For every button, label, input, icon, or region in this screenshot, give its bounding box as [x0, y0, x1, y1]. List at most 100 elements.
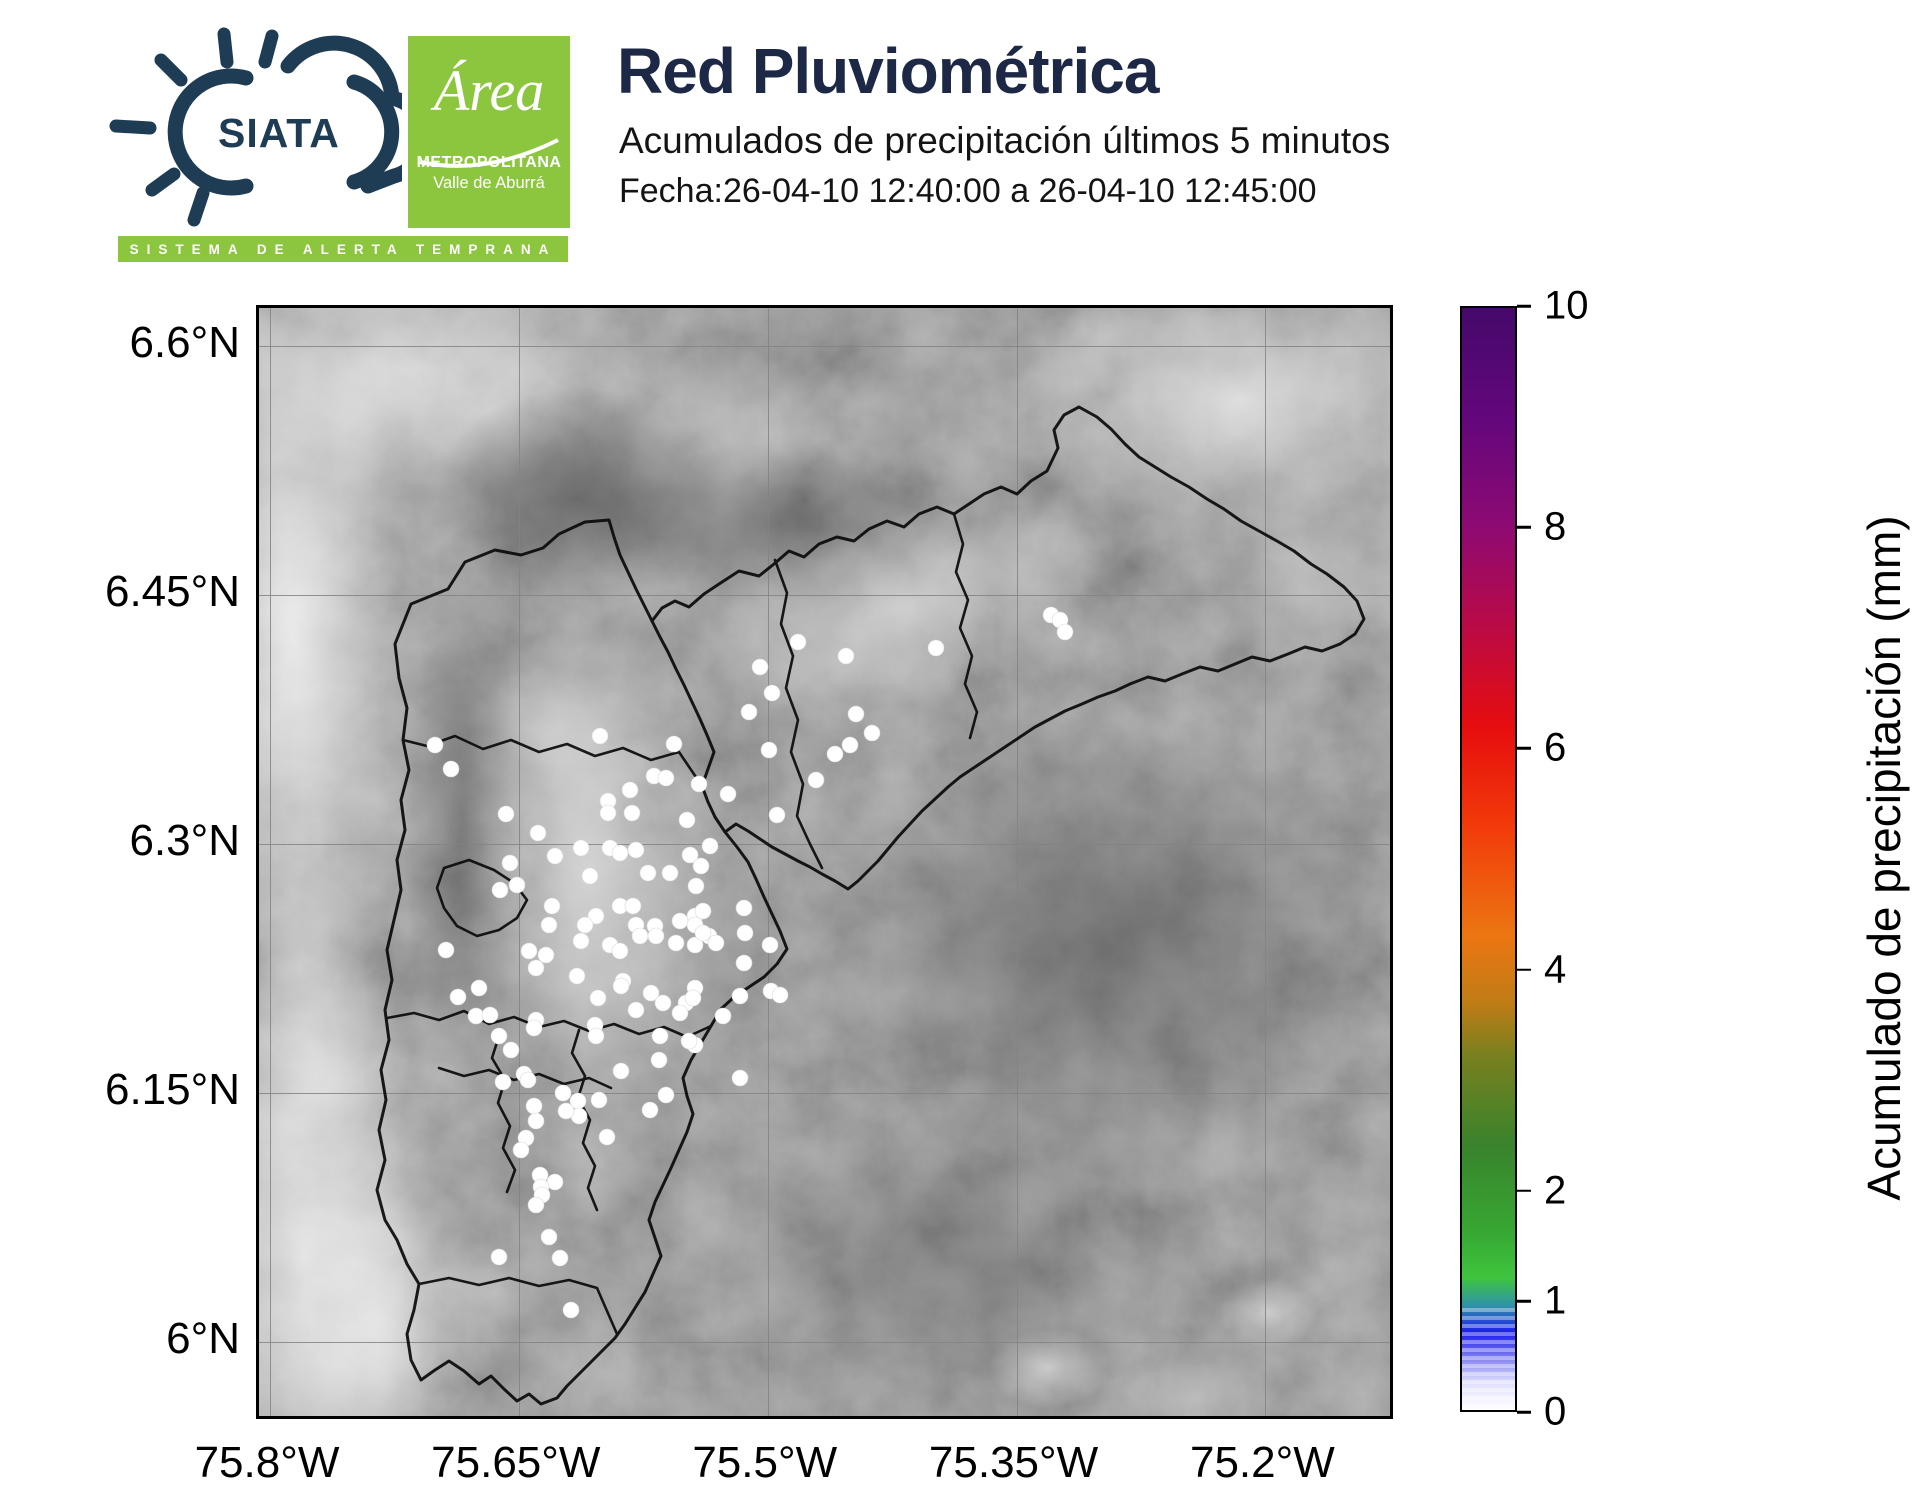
gridline-vertical	[1265, 308, 1267, 1416]
y-tick-label: 6.15°N	[104, 1064, 240, 1114]
station-dot	[641, 1101, 659, 1119]
station-dot	[508, 876, 526, 894]
station-dot	[554, 1084, 572, 1102]
station-dot	[529, 824, 547, 842]
station-dot	[686, 936, 704, 954]
gridline-horizontal	[259, 1341, 1390, 1343]
x-tick-label: 75.35°W	[928, 1438, 1099, 1487]
station-dot	[927, 639, 945, 657]
y-tick-label: 6.3°N	[129, 815, 240, 865]
station-dot	[719, 785, 737, 803]
station-dot	[667, 934, 685, 952]
colorbar-tick-label: 1	[1544, 1278, 1567, 1323]
colorbar-tick-mark	[1517, 304, 1531, 308]
station-dot	[519, 1071, 537, 1089]
colorbar-tick-mark	[1517, 1410, 1531, 1414]
station-dot	[490, 1027, 508, 1045]
map-canvas	[256, 305, 1393, 1419]
colorbar-tick-label: 6	[1544, 725, 1567, 770]
gridline-vertical	[518, 308, 520, 1416]
station-dot	[527, 959, 545, 977]
station-dot	[841, 736, 859, 754]
station-dot	[587, 1027, 605, 1045]
municipality-boundaries	[375, 405, 1366, 1406]
siata-logo: SIATA	[109, 27, 402, 227]
station-dot	[623, 804, 641, 822]
station-dot	[694, 924, 712, 942]
station-dot	[684, 989, 702, 1007]
station-dot	[826, 745, 844, 763]
station-dot	[680, 1032, 698, 1050]
area-logo-line2: Valle de Aburrá	[433, 174, 545, 192]
station-dot	[501, 854, 519, 872]
colorbar-tick-label: 10	[1544, 283, 1589, 328]
colorbar-tick-mark	[1517, 525, 1531, 529]
station-dot	[639, 864, 657, 882]
station-dot	[537, 946, 555, 964]
station-dot	[650, 1051, 668, 1069]
station-dot	[681, 846, 699, 864]
y-tick-label: 6°N	[166, 1313, 240, 1363]
station-dot	[735, 954, 753, 972]
station-dot	[442, 760, 460, 778]
colorbar-tick-label: 8	[1544, 504, 1567, 549]
station-dot	[491, 881, 509, 899]
station-dot	[627, 1001, 645, 1019]
station-dot	[551, 1249, 569, 1267]
station-dot	[572, 932, 590, 950]
area-metropolitana-logo: Área METROPOLITANA Valle de Aburrá	[408, 36, 570, 228]
station-dot	[557, 1102, 575, 1120]
station-dot	[470, 979, 488, 997]
station-dot	[621, 781, 639, 799]
northeast-arm-boundary	[650, 405, 1366, 891]
station-dot	[520, 942, 538, 960]
station-dot	[736, 924, 754, 942]
station-dot	[591, 727, 609, 745]
station-dot	[707, 934, 725, 952]
gridline-vertical	[269, 308, 271, 1416]
colorbar	[1460, 306, 1517, 1412]
station-dot	[525, 1097, 543, 1115]
station-dot	[426, 736, 444, 754]
station-dot	[631, 927, 649, 945]
station-dot	[568, 967, 586, 985]
station-dot	[449, 988, 467, 1006]
station-dot	[692, 857, 710, 875]
station-dot	[694, 902, 712, 920]
gridline-horizontal	[259, 346, 1390, 347]
y-tick-label: 6.6°N	[129, 318, 240, 367]
colorbar-tick-mark	[1517, 1189, 1531, 1193]
station-dot	[494, 1073, 512, 1091]
small-west-polygon	[435, 858, 529, 938]
metro-outer-boundary	[375, 518, 789, 1406]
sabaneta-envigado-divider	[570, 1028, 599, 1212]
station-dot	[714, 1007, 732, 1025]
station-dot	[576, 916, 594, 934]
sun-rays-icon	[109, 27, 279, 227]
station-dot	[751, 658, 769, 676]
station-dot	[527, 1196, 545, 1214]
gridline-horizontal	[259, 594, 1390, 596]
station-dot	[740, 703, 758, 721]
station-dot	[642, 984, 660, 1002]
station-dot	[543, 897, 561, 915]
itagui-divider	[490, 1034, 517, 1194]
colorbar-tick-label: 2	[1544, 1168, 1567, 1213]
station-dot	[587, 907, 605, 925]
station-dot	[657, 1086, 675, 1104]
station-dot	[671, 912, 689, 930]
station-dot	[701, 837, 719, 855]
caldas-divider	[417, 1276, 619, 1336]
station-dot	[768, 806, 786, 824]
station-dot	[654, 994, 672, 1012]
station-dot	[589, 989, 607, 1007]
colorbar-tick-mark	[1517, 1300, 1531, 1303]
station-dot	[771, 986, 789, 1004]
station-dot	[467, 1007, 485, 1025]
area-logo-script: Área	[433, 58, 545, 123]
sun-arc-icon	[167, 68, 254, 196]
paren-arc-icon	[346, 74, 400, 190]
station-dot	[612, 977, 630, 995]
area-logo-swoosh-icon	[419, 138, 559, 168]
colorbar-tick-label: 0	[1544, 1389, 1567, 1434]
